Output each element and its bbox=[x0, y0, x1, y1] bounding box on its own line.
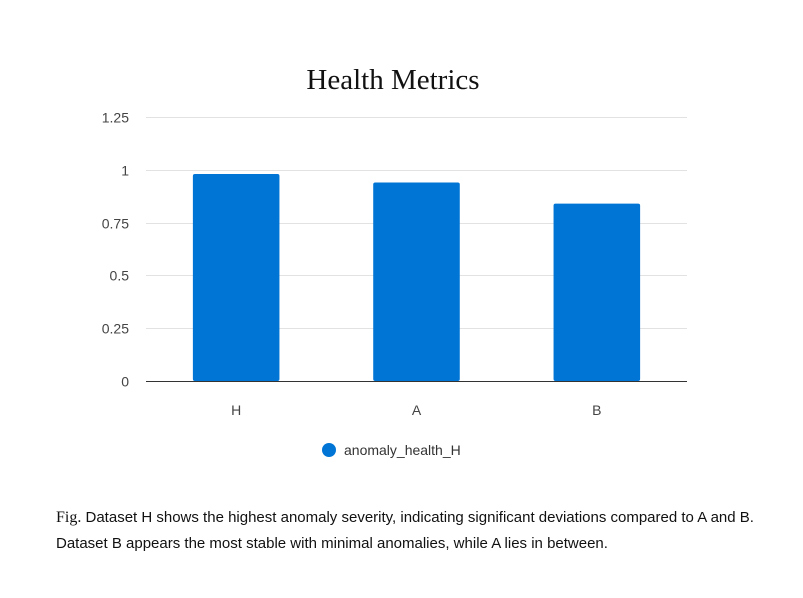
y-tick-label: 1.25 bbox=[102, 110, 129, 126]
y-tick-label: 0 bbox=[121, 374, 129, 390]
caption-prefix: Fig. bbox=[56, 509, 82, 526]
x-tick-label: H bbox=[231, 402, 241, 418]
y-tick-label: 0.25 bbox=[102, 321, 129, 337]
legend-label: anomaly_health_H bbox=[344, 442, 461, 458]
bar-A bbox=[373, 182, 460, 381]
y-tick-label: 1 bbox=[121, 163, 129, 179]
bars bbox=[192, 174, 641, 381]
y-tick-label: 0.75 bbox=[102, 216, 129, 232]
bar-chart: Health Metrics 0 0.25 0.5 0.75 1 1.25 H A B ano… bbox=[102, 64, 687, 458]
x-tick-label: B bbox=[592, 402, 601, 418]
legend: anomaly_health_H bbox=[322, 442, 461, 458]
y-tick-label: 0.5 bbox=[110, 268, 130, 284]
caption-text: Dataset H shows the highest anomaly seve… bbox=[56, 509, 754, 552]
chart-title: Health Metrics bbox=[306, 64, 479, 96]
x-tick-label: A bbox=[412, 402, 422, 418]
bar-B bbox=[553, 203, 641, 381]
bar-H bbox=[192, 174, 280, 381]
figure-caption: Fig. Dataset H shows the highest anomaly… bbox=[56, 505, 756, 557]
y-axis-ticks: 0 0.25 0.5 0.75 1 1.25 bbox=[102, 110, 129, 390]
legend-swatch bbox=[322, 443, 336, 457]
